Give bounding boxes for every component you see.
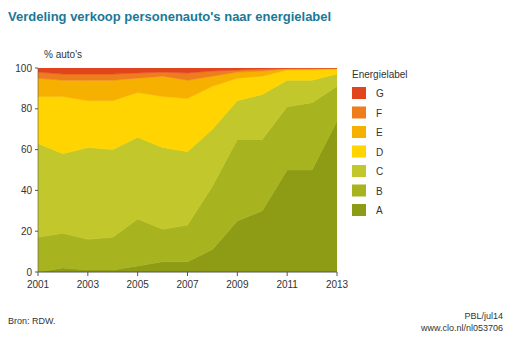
y-tick-label: 0 — [26, 267, 32, 278]
x-tick — [87, 272, 88, 276]
y-tick — [35, 149, 38, 150]
x-tick — [38, 272, 39, 276]
y-tick — [35, 108, 38, 109]
annotation: www.clo.nl/nl053706 — [420, 323, 503, 333]
y-tick-label: 80 — [21, 103, 33, 114]
areas — [38, 68, 337, 272]
legend-swatch — [352, 87, 366, 99]
legend-label: C — [376, 166, 383, 177]
x-tick-label: 2009 — [226, 279, 249, 290]
legend-label: E — [376, 127, 383, 138]
y-label: % auto's — [44, 49, 82, 60]
legend-label: B — [376, 186, 383, 197]
chart: Verdeling verkoop personenauto's naar en… — [0, 0, 511, 341]
y-tick — [35, 68, 38, 69]
source: Bron: RDW. — [8, 316, 56, 326]
x-tick-label: 2013 — [326, 279, 349, 290]
legend-swatch — [352, 126, 366, 138]
area-f — [38, 68, 337, 80]
legend-label: A — [376, 205, 383, 216]
title: Verdeling verkoop personenauto's naar en… — [8, 9, 331, 24]
area-g — [38, 68, 337, 74]
x-tick-label: 2001 — [27, 279, 50, 290]
x-tick-label: 2003 — [77, 279, 100, 290]
y-tick-label: 20 — [21, 226, 33, 237]
legend-swatch — [352, 146, 366, 158]
x-tick — [237, 272, 238, 276]
x-tick — [137, 272, 138, 276]
area-e — [38, 68, 337, 100]
legend-title: Energielabel — [352, 69, 408, 80]
x-tick-label: 2011 — [276, 279, 298, 290]
y-tick-label: 40 — [21, 185, 33, 196]
x-tick — [337, 272, 338, 276]
legend-label: G — [376, 88, 384, 99]
annotation: PBL/jul14 — [464, 311, 503, 321]
y-tick — [35, 231, 38, 232]
legend-label: D — [376, 147, 383, 158]
legend-swatch — [352, 185, 366, 197]
x-tick — [187, 272, 188, 276]
area-d — [38, 69, 337, 154]
y-tick-label: 100 — [15, 63, 32, 74]
y-axis — [38, 68, 39, 272]
y-tick-label: 60 — [21, 144, 33, 155]
x-tick-label: 2007 — [176, 279, 199, 290]
y-tick — [35, 190, 38, 191]
legend-label: F — [376, 108, 382, 119]
x-tick — [287, 272, 288, 276]
x-tick-label: 2005 — [127, 279, 150, 290]
legend-swatch — [352, 204, 366, 216]
legend-swatch — [352, 165, 366, 177]
legend-swatch — [352, 107, 366, 119]
